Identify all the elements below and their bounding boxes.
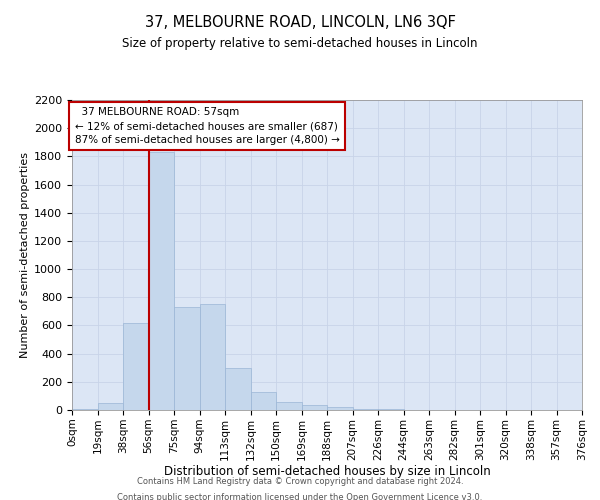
Bar	[174, 307, 199, 410]
X-axis label: Distribution of semi-detached houses by size in Lincoln: Distribution of semi-detached houses by …	[164, 466, 490, 478]
Text: 37, MELBOURNE ROAD, LINCOLN, LN6 3QF: 37, MELBOURNE ROAD, LINCOLN, LN6 3QF	[145, 15, 455, 30]
Bar	[276, 402, 302, 410]
Bar	[123, 322, 149, 410]
Text: Contains HM Land Registry data © Crown copyright and database right 2024.: Contains HM Land Registry data © Crown c…	[137, 478, 463, 486]
Text: 37 MELBOURNE ROAD: 57sqm
← 12% of semi-detached houses are smaller (687)
87% of : 37 MELBOURNE ROAD: 57sqm ← 12% of semi-d…	[74, 107, 340, 145]
Bar	[149, 152, 174, 410]
Text: Contains public sector information licensed under the Open Government Licence v3: Contains public sector information licen…	[118, 492, 482, 500]
Bar	[97, 403, 123, 410]
Y-axis label: Number of semi-detached properties: Number of semi-detached properties	[20, 152, 30, 358]
Text: Size of property relative to semi-detached houses in Lincoln: Size of property relative to semi-detach…	[122, 38, 478, 51]
Bar	[199, 304, 225, 410]
Bar	[327, 407, 353, 410]
Bar	[225, 368, 251, 410]
Bar	[251, 392, 276, 410]
Bar	[302, 405, 327, 410]
